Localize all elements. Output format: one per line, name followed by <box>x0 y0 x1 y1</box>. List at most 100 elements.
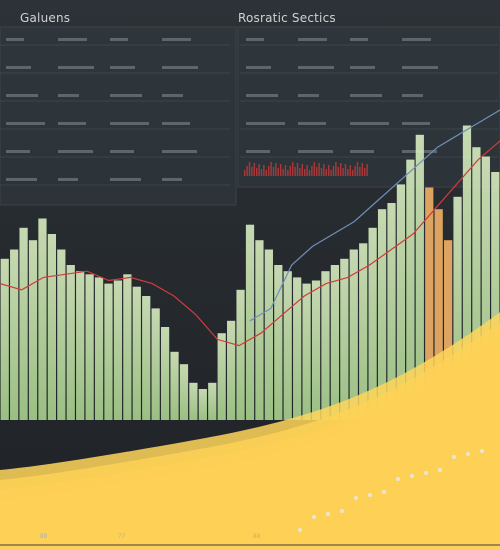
chart-bar <box>462 125 472 420</box>
left-panel-title: Galuens <box>20 11 71 25</box>
chart-bar <box>368 227 377 420</box>
right-panel-row-text-line <box>246 122 285 125</box>
scatter-point <box>438 468 442 472</box>
chart-bar <box>377 209 387 420</box>
chart-bar <box>255 240 264 420</box>
mini-spark-bar <box>356 162 359 176</box>
mini-spark-bar <box>352 170 354 176</box>
mini-spark-bar <box>311 166 313 176</box>
series-line-red <box>0 140 500 347</box>
chart-bar <box>170 351 179 420</box>
scatter-point <box>424 471 428 475</box>
left-panel-row-text-line <box>58 178 78 181</box>
left-panel-row-text-line <box>162 178 182 181</box>
chart-bar <box>10 249 19 420</box>
chart-bar <box>349 249 358 420</box>
chart-bar <box>142 296 151 420</box>
mini-spark-bar <box>248 162 251 176</box>
right-panel-row-text-line <box>350 66 375 69</box>
chart-bar <box>330 265 340 420</box>
mini-spark-bar <box>323 164 325 176</box>
mini-spark-bar <box>313 162 315 176</box>
mini-spark-bar <box>306 165 308 176</box>
left-panel-row-text-line <box>6 38 24 41</box>
series-line-blue <box>249 109 500 322</box>
scatter-point <box>340 509 344 513</box>
chart-bar <box>179 364 189 420</box>
scatter-point <box>354 496 358 500</box>
chart-band <box>0 312 500 550</box>
right-panel-row-text-line <box>298 150 333 153</box>
left-panel-row-text-line <box>110 122 149 125</box>
scatter-point <box>466 452 470 456</box>
mini-spark-bar <box>344 164 347 176</box>
chart-bar <box>396 184 406 420</box>
chart-bar <box>189 382 198 420</box>
right-panel-row-text-line <box>350 38 368 41</box>
chart-bar <box>76 271 85 420</box>
mini-spark-bar <box>256 168 258 176</box>
mini-spark-bar <box>354 166 356 176</box>
mini-spark-bar <box>366 164 368 176</box>
right-panel-row-text-line <box>350 150 374 153</box>
left-panel-row-text-line <box>58 94 79 97</box>
right-panel-row-text-line <box>350 94 382 97</box>
left-panel-row-text-line <box>58 66 94 69</box>
left-panel-row-text-line <box>58 122 86 125</box>
mini-spark-bar <box>253 163 255 176</box>
x-tick-label: 77 <box>118 533 126 540</box>
right-panel-row-text-line <box>246 38 264 41</box>
mini-spark-bar <box>361 163 363 176</box>
mini-spark-bar <box>335 162 337 176</box>
right-panel <box>237 26 500 188</box>
mini-spark-bar <box>268 166 270 176</box>
mini-spark-bar <box>364 168 366 176</box>
chart-bar <box>0 258 9 420</box>
left-panel-row-text-line <box>110 66 135 69</box>
left-panel-row-text-line <box>162 38 191 41</box>
right-panel-row-text-line <box>298 38 327 41</box>
x-tick-label: 88 <box>253 533 261 540</box>
chart-bar <box>198 389 207 420</box>
chart-bar <box>481 156 490 420</box>
mini-spark-bar <box>299 168 301 176</box>
right-panel-row-text-line <box>246 150 270 153</box>
left-panel-row-text-line <box>162 150 197 153</box>
mini-spark-bar <box>272 167 275 176</box>
chart-bar <box>123 274 132 420</box>
left-panel-row-text-line <box>6 122 45 125</box>
left-panel-row-text-line <box>58 150 93 153</box>
mini-spark-bar <box>328 165 330 176</box>
left-panel-row-text-line <box>6 66 31 69</box>
chart-bar <box>85 274 94 420</box>
left-panel-row-text-line <box>110 38 128 41</box>
mini-spark-bar <box>359 167 361 176</box>
mini-spark-bar <box>292 162 294 176</box>
chart-bar <box>104 283 113 420</box>
left-panel-row-text-line <box>110 178 141 181</box>
chart-bar <box>274 265 283 420</box>
mini-spark-bar <box>347 169 349 176</box>
chart-bar <box>283 271 292 420</box>
chart-bar <box>227 320 236 420</box>
mini-spark-bar <box>277 168 279 176</box>
mini-spark-bar <box>342 168 344 176</box>
scatter-point <box>326 512 330 516</box>
left-panel-row-text-line <box>162 122 190 125</box>
mini-spark-bar <box>301 164 303 176</box>
mini-spark-bar <box>251 167 253 176</box>
chart-bar <box>387 203 396 420</box>
chart-bar <box>434 209 443 420</box>
mini-spark-bar <box>349 165 351 176</box>
mini-spark-bar <box>318 163 320 176</box>
chart-bar <box>19 227 28 420</box>
mini-spark-bar <box>316 167 318 176</box>
chart-bar <box>113 280 123 420</box>
mini-spark-bar <box>332 166 335 176</box>
mini-spark-bar <box>244 170 246 176</box>
mini-spark-bar <box>258 164 260 176</box>
left-panel-row-text-line <box>110 94 142 97</box>
chart-bar <box>302 283 311 420</box>
right-panel-row-text-line <box>402 122 430 125</box>
